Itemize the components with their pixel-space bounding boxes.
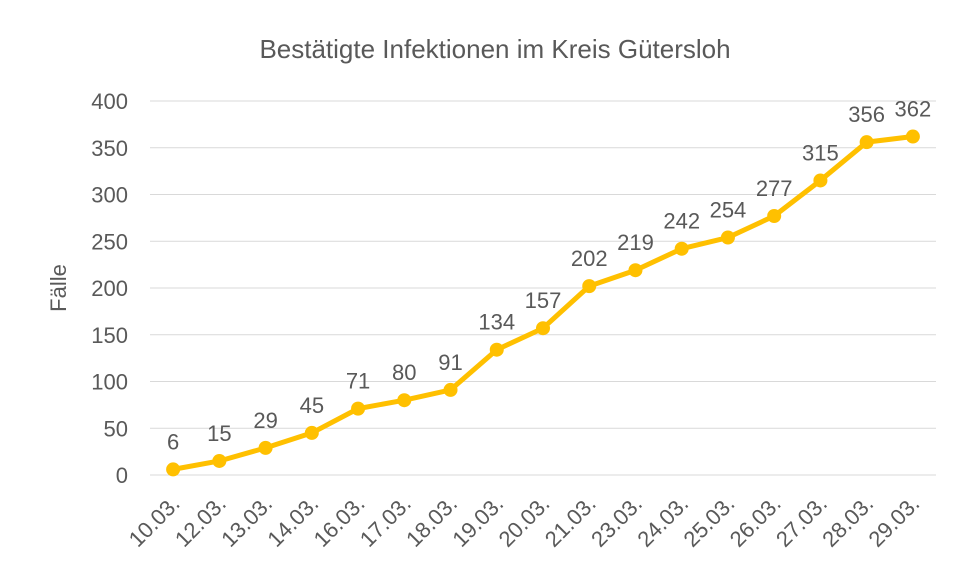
x-tick-label: 28.03. (817, 491, 878, 552)
marker (628, 263, 643, 278)
marker (489, 342, 504, 357)
x-tick-label: 25.03. (679, 491, 740, 552)
data-label: 202 (571, 246, 608, 271)
data-label: 134 (478, 310, 515, 335)
x-tick-label: 23.03. (586, 491, 647, 552)
x-tick-label: 20.03. (494, 491, 555, 552)
x-tick-label: 26.03. (725, 491, 786, 552)
x-tick-label: 13.03. (216, 491, 277, 552)
y-tick-label: 400 (91, 89, 128, 114)
marker (674, 241, 689, 256)
marker (304, 425, 319, 440)
x-tick-label: 24.03. (632, 491, 693, 552)
data-label: 242 (663, 209, 700, 234)
marker (258, 440, 273, 455)
x-tick-label: 21.03. (540, 491, 601, 552)
y-axis-label: Fälle (46, 264, 71, 312)
marker (166, 462, 181, 477)
data-label: 362 (895, 97, 932, 122)
x-tick-label: 14.03. (262, 491, 323, 552)
marker (813, 173, 828, 188)
data-label: 45 (300, 393, 324, 418)
data-label: 356 (848, 102, 885, 127)
x-tick-label: 10.03. (124, 491, 185, 552)
data-label: 91 (438, 350, 462, 375)
x-tick-label: 16.03. (309, 491, 370, 552)
x-tick-label: 29.03. (863, 491, 924, 552)
x-tick-label: 17.03. (355, 491, 416, 552)
data-label: 219 (617, 230, 654, 255)
y-tick-label: 150 (91, 323, 128, 348)
data-label: 254 (710, 198, 747, 223)
data-label: 6 (167, 429, 179, 454)
data-label: 315 (802, 140, 839, 165)
marker (767, 209, 782, 224)
y-tick-label: 200 (91, 276, 128, 301)
x-tick-label: 18.03. (401, 491, 462, 552)
marker (212, 453, 227, 468)
x-tick-label: 12.03. (170, 491, 231, 552)
data-label: 80 (392, 360, 416, 385)
y-tick-label: 100 (91, 370, 128, 395)
marker (720, 230, 735, 245)
data-label: 157 (525, 288, 562, 313)
y-tick-label: 300 (91, 183, 128, 208)
y-tick-label: 0 (116, 463, 128, 488)
data-label: 277 (756, 176, 793, 201)
y-tick-label: 250 (91, 229, 128, 254)
data-label: 15 (207, 421, 231, 446)
data-label: 29 (253, 408, 277, 433)
chart-title: Bestätigte Infektionen im Kreis Güterslo… (259, 34, 730, 64)
data-label: 71 (346, 369, 370, 394)
marker (536, 321, 550, 336)
y-tick-label: 350 (91, 136, 128, 161)
marker (859, 135, 874, 150)
marker (351, 401, 366, 416)
marker (582, 279, 597, 294)
marker (905, 129, 920, 144)
x-tick-label: 27.03. (771, 491, 832, 552)
marker (443, 382, 458, 397)
x-tick-label: 19.03. (447, 491, 508, 552)
y-tick-label: 50 (104, 416, 128, 441)
marker (397, 393, 412, 408)
